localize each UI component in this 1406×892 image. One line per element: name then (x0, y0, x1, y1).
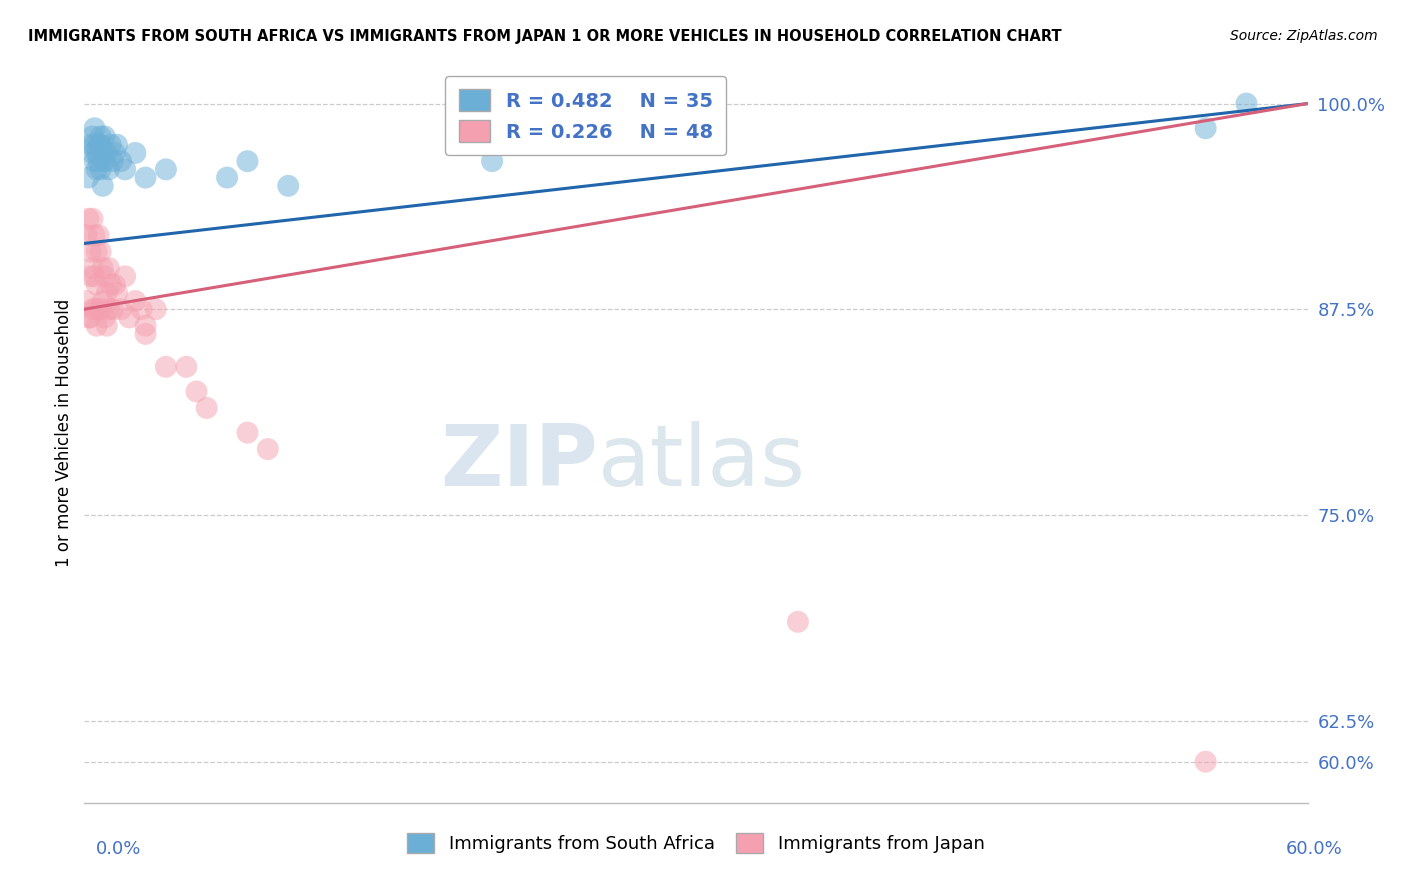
Point (110, 302, 132, 317)
Point (101, 302, 124, 317)
Point (86, 318, 108, 333)
Point (100, 137, 122, 152)
Text: atlas: atlas (598, 421, 806, 504)
Point (83, 269, 105, 284)
Point (131, 302, 153, 317)
Point (91, 293, 114, 308)
Point (101, 154, 124, 169)
Point (145, 302, 167, 317)
Point (124, 145, 146, 160)
Text: 60.0%: 60.0% (1286, 840, 1343, 858)
Text: IMMIGRANTS FROM SOUTH AFRICA VS IMMIGRANTS FROM JAPAN 1 OR MORE VEHICLES IN HOUS: IMMIGRANTS FROM SOUTH AFRICA VS IMMIGRAN… (28, 29, 1062, 44)
Point (83, 154, 105, 169)
Y-axis label: 1 or more Vehicles in Household: 1 or more Vehicles in Household (55, 299, 73, 566)
Point (97, 162, 120, 177)
Point (1195, 755, 1218, 769)
Text: Source: ZipAtlas.com: Source: ZipAtlas.com (1230, 29, 1378, 43)
Point (90, 137, 112, 152)
Point (96, 318, 118, 333)
Point (77, 170, 100, 185)
Point (174, 359, 197, 374)
Point (90, 244, 112, 259)
Text: ZIP: ZIP (440, 421, 598, 504)
Point (135, 326, 157, 341)
Point (93, 269, 115, 284)
Text: 0.0%: 0.0% (96, 840, 141, 858)
Point (79, 310, 101, 325)
Point (91, 178, 114, 193)
Point (82, 145, 104, 160)
Point (135, 170, 157, 185)
Point (90, 302, 112, 317)
Point (236, 154, 259, 169)
Point (91, 261, 114, 276)
Point (195, 401, 218, 415)
Point (87, 154, 110, 169)
Point (93, 154, 115, 169)
Point (118, 310, 141, 325)
Point (83, 302, 105, 317)
Point (135, 318, 157, 333)
Point (96, 285, 118, 300)
Point (87, 137, 110, 152)
Point (82, 302, 104, 317)
Point (75, 228, 97, 243)
Point (97, 302, 120, 317)
Point (93, 129, 115, 144)
Point (1236, 96, 1258, 111)
Point (110, 154, 132, 169)
Point (83, 121, 105, 136)
Point (86, 145, 108, 160)
Point (86, 244, 108, 259)
Point (97, 261, 120, 276)
Point (277, 178, 299, 193)
Point (1195, 121, 1218, 136)
Point (91, 145, 114, 160)
Point (82, 129, 104, 144)
Point (77, 310, 100, 325)
Point (83, 228, 105, 243)
Point (93, 310, 115, 325)
Point (82, 261, 104, 276)
Point (90, 129, 112, 144)
Point (79, 244, 101, 259)
Point (100, 277, 122, 292)
Point (105, 137, 128, 152)
Point (186, 384, 208, 399)
Point (77, 211, 100, 226)
Point (75, 293, 97, 308)
Point (481, 154, 503, 169)
Point (105, 285, 128, 300)
Point (79, 137, 101, 152)
Point (236, 425, 259, 440)
Point (114, 269, 136, 284)
Point (79, 269, 101, 284)
Point (87, 228, 110, 243)
Point (82, 211, 104, 226)
Point (96, 145, 118, 160)
Point (86, 277, 108, 292)
Point (257, 442, 280, 456)
Point (124, 293, 146, 308)
Point (87, 302, 110, 317)
Point (90, 162, 112, 177)
Point (114, 162, 136, 177)
Point (217, 170, 239, 185)
Point (155, 162, 177, 177)
Point (83, 137, 105, 152)
Legend: Immigrants from South Africa, Immigrants from Japan: Immigrants from South Africa, Immigrants… (399, 826, 993, 861)
Point (104, 145, 127, 160)
Point (787, 615, 810, 629)
Point (155, 359, 177, 374)
Point (104, 277, 127, 292)
Point (86, 162, 108, 177)
